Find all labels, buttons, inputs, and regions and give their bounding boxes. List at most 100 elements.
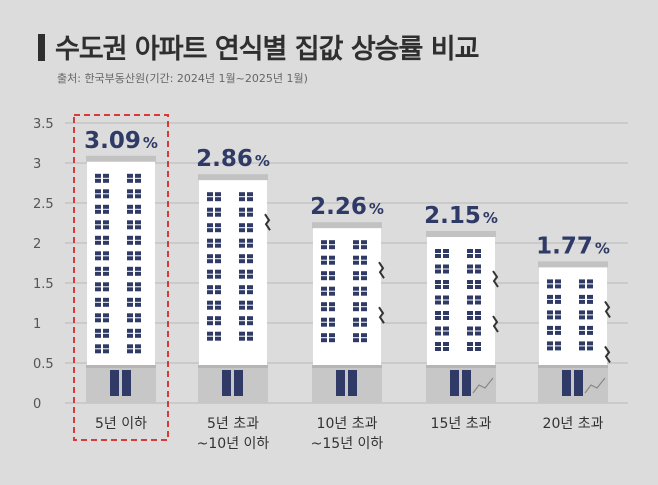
- building-window: [247, 207, 253, 212]
- building-roof: [198, 174, 268, 181]
- building-window: [443, 300, 449, 305]
- crack-mark: [492, 315, 499, 333]
- building-window: [95, 209, 101, 214]
- building-window: [239, 316, 245, 321]
- building-window: [95, 344, 101, 349]
- building-window: [127, 173, 133, 178]
- building-window: [443, 316, 449, 320]
- building-window: [127, 344, 133, 349]
- building-window: [207, 259, 213, 264]
- building-window: [587, 294, 593, 299]
- building-window: [247, 321, 253, 326]
- building-window: [215, 300, 221, 305]
- building-window: [353, 307, 359, 312]
- building-window: [321, 302, 327, 307]
- building-window: [467, 295, 473, 300]
- building-window: [135, 204, 141, 209]
- building-window: [207, 305, 213, 310]
- building-window: [135, 287, 141, 292]
- building-window: [127, 302, 133, 307]
- data-label: 2.86%: [196, 146, 270, 172]
- building-window: [103, 266, 109, 271]
- building-window: [207, 207, 213, 212]
- building-window: [247, 254, 253, 259]
- building-base: [198, 365, 268, 403]
- building-window: [467, 280, 473, 284]
- building-window: [467, 264, 473, 269]
- y-tick-label: 2: [33, 237, 41, 252]
- building-window: [587, 341, 593, 346]
- building-window: [135, 271, 141, 276]
- building-window: [579, 315, 585, 320]
- building-window: [321, 286, 327, 291]
- building-window: [555, 346, 561, 351]
- building-window: [135, 349, 141, 354]
- building-window: [239, 300, 245, 305]
- building-window: [361, 255, 367, 260]
- building-window: [95, 328, 101, 333]
- building-window: [443, 326, 449, 331]
- building-window: [435, 316, 441, 320]
- building-window: [579, 279, 585, 284]
- building-window: [467, 285, 473, 289]
- building-window: [435, 264, 441, 269]
- building-window: [555, 330, 561, 335]
- building-window: [215, 269, 221, 274]
- building-window: [353, 271, 359, 276]
- crack-mark: [378, 261, 385, 279]
- building-window: [135, 235, 141, 240]
- building-window: [247, 300, 253, 305]
- building-window: [103, 178, 109, 183]
- building-window: [587, 284, 593, 289]
- building-window: [207, 290, 213, 295]
- building-window: [467, 311, 473, 315]
- building-window: [95, 313, 101, 318]
- building-window: [127, 282, 133, 287]
- building-door: [122, 370, 131, 396]
- y-tick-label: 3.5: [33, 117, 54, 132]
- building-window: [103, 251, 109, 256]
- building-window: [135, 225, 141, 230]
- building-window: [239, 223, 245, 228]
- building-window: [353, 245, 359, 250]
- building-window: [135, 194, 141, 199]
- building-window: [207, 285, 213, 290]
- building-window: [135, 256, 141, 261]
- building-window: [127, 251, 133, 256]
- building-window: [95, 287, 101, 292]
- building-roof: [86, 155, 156, 162]
- building-window: [353, 286, 359, 291]
- building-window: [103, 194, 109, 199]
- building-window: [361, 302, 367, 307]
- crack-mark: [472, 377, 494, 394]
- building-door: [450, 370, 459, 396]
- building-window: [127, 189, 133, 194]
- building-window: [579, 341, 585, 346]
- crack-mark: [264, 213, 271, 231]
- building-window: [239, 207, 245, 212]
- building-window: [579, 310, 585, 315]
- building-window: [435, 249, 441, 253]
- building-window: [547, 315, 553, 320]
- building-base: [426, 365, 496, 403]
- building-window: [215, 331, 221, 336]
- building-window: [215, 212, 221, 217]
- building-window: [443, 342, 449, 346]
- x-tick-label: 20년 초과: [543, 416, 604, 432]
- building-window: [547, 346, 553, 351]
- building-window: [127, 328, 133, 333]
- building-window: [587, 279, 593, 284]
- building-window: [135, 209, 141, 214]
- building-window: [555, 294, 561, 299]
- building-window: [127, 220, 133, 225]
- building-window: [103, 209, 109, 214]
- building-window: [135, 302, 141, 307]
- building-base: [86, 365, 156, 403]
- building-window: [435, 295, 441, 300]
- building-window: [475, 326, 481, 331]
- title-accent-bar: [38, 34, 45, 61]
- building-door: [336, 370, 345, 396]
- building-window: [103, 287, 109, 292]
- building-window: [215, 290, 221, 295]
- building-window: [579, 346, 585, 351]
